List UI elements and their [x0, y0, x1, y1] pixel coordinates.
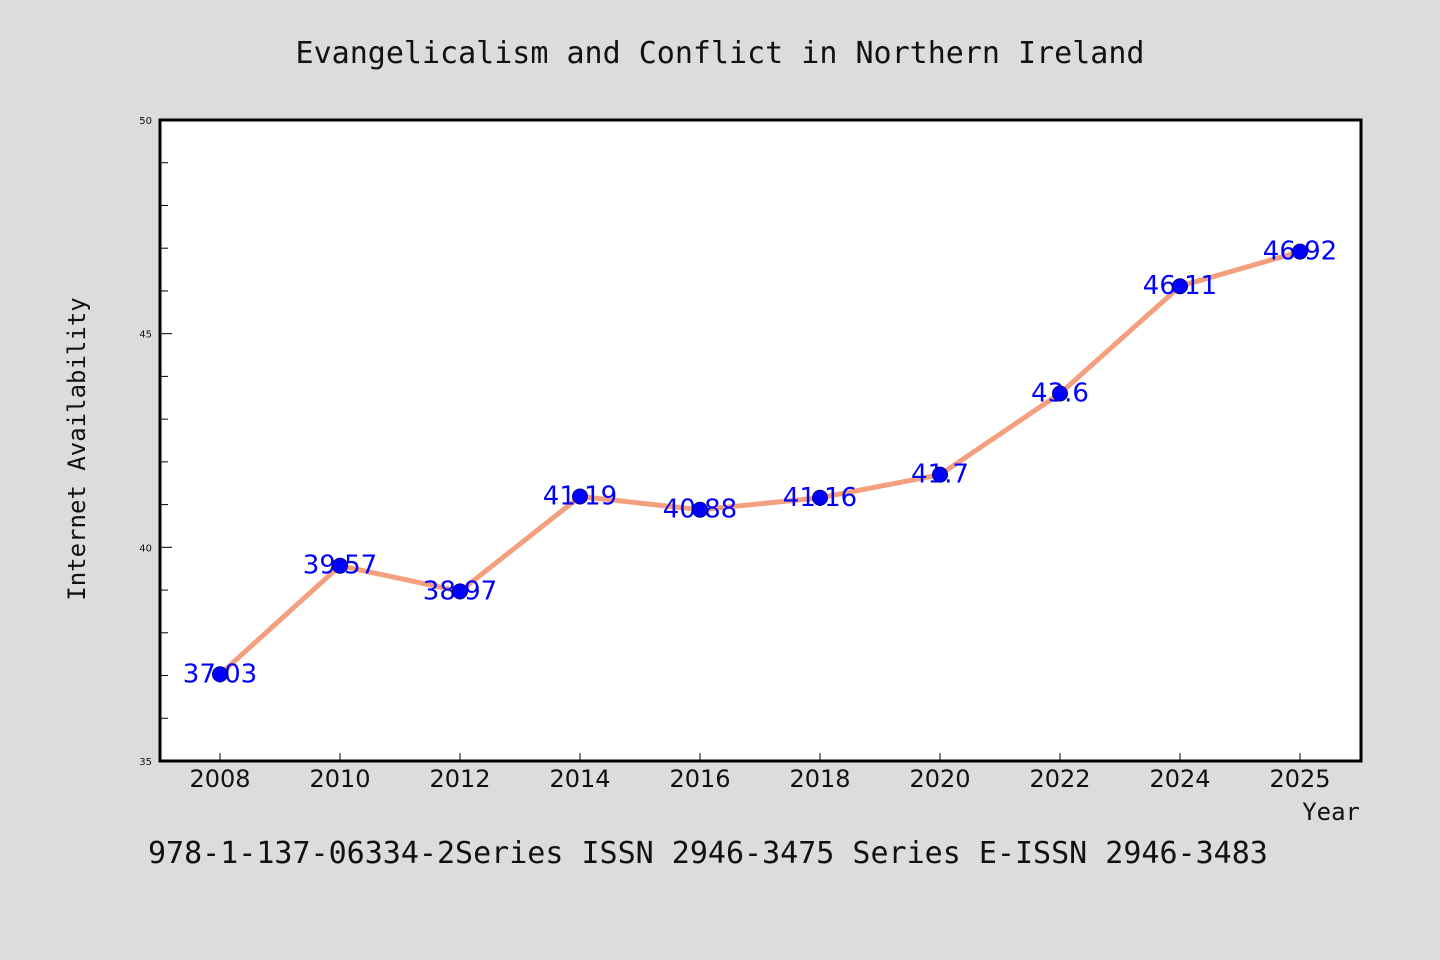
x-tick-label: 2014 — [549, 765, 610, 793]
x-tick-label: 2025 — [1269, 765, 1330, 793]
x-tick-label: 2008 — [189, 765, 250, 793]
x-tick-label: 2024 — [1149, 765, 1210, 793]
data-point — [692, 501, 708, 518]
x-tick-label: 2018 — [789, 765, 850, 793]
x-tick-label: 2022 — [1029, 765, 1090, 793]
y-axis-label: Internet Availability — [63, 297, 91, 600]
y-tick-label: 45 — [139, 330, 152, 341]
data-point — [1292, 243, 1308, 260]
x-tick-label: 2020 — [909, 765, 970, 793]
series-markers — [212, 243, 1308, 683]
y-axis-ticks: 35 40 45 50 — [139, 116, 172, 768]
data-point — [932, 466, 948, 483]
data-point — [452, 583, 468, 600]
x-axis-label: Year — [1302, 798, 1360, 826]
chart-title: Evangelicalism and Conflict in Northern … — [296, 36, 1145, 71]
x-tick-label: 2012 — [429, 765, 490, 793]
data-point — [1172, 278, 1188, 295]
x-tick-label: 2010 — [309, 765, 370, 793]
x-axis-ticks: 2008 2010 2012 2014 2016 2018 2020 2022 2024 2025 — [189, 753, 1331, 793]
y-tick-label: 40 — [139, 543, 152, 554]
y-tick-label: 50 — [139, 116, 152, 127]
y-tick-label: 35 — [139, 757, 152, 768]
data-labels: 37.0339.5738.9741.1940.8841.1641.743.646… — [183, 237, 1337, 690]
series-line — [217, 249, 1303, 677]
data-point — [572, 488, 588, 505]
x-tick-label: 2016 — [669, 765, 730, 793]
footer-isbn-issn: 978-1-137-06334-2Series ISSN 2946-3475 S… — [148, 836, 1268, 871]
data-point — [1052, 385, 1068, 402]
data-point — [212, 666, 228, 683]
plot-area — [158, 118, 1363, 763]
data-point — [332, 557, 348, 574]
data-point — [812, 489, 828, 506]
